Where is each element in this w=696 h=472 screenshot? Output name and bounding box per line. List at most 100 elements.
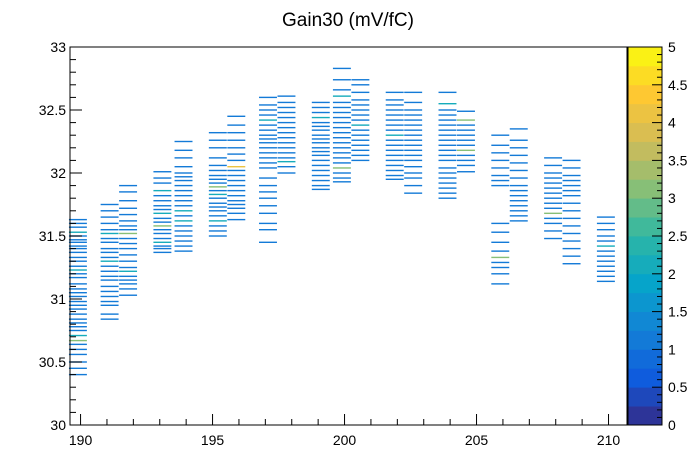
heatmap-cell bbox=[311, 184, 330, 187]
heatmap-cell bbox=[174, 245, 193, 247]
heatmap-cell bbox=[596, 275, 615, 278]
heatmap-cell bbox=[311, 154, 330, 157]
heatmap-cell bbox=[544, 197, 563, 199]
heatmap-cell bbox=[100, 304, 119, 306]
heatmap-cell bbox=[438, 172, 457, 174]
heatmap-cell bbox=[351, 99, 370, 101]
heatmap-cell bbox=[385, 174, 404, 177]
heatmap-cell bbox=[404, 149, 423, 152]
heatmap-cell bbox=[544, 222, 563, 225]
heatmap-column bbox=[596, 216, 615, 283]
heatmap-cell bbox=[491, 184, 510, 187]
heatmap-cell bbox=[404, 166, 423, 168]
heatmap-cell bbox=[544, 202, 563, 204]
heatmap-cell bbox=[544, 182, 563, 184]
heatmap-cell bbox=[509, 215, 528, 217]
heatmap-cell bbox=[332, 152, 351, 154]
heatmap-cell bbox=[68, 260, 87, 262]
heatmap-cell bbox=[544, 237, 563, 240]
heatmap-cell bbox=[259, 197, 277, 199]
heatmap-cell bbox=[311, 169, 330, 172]
heatmap-cell bbox=[438, 124, 457, 126]
heatmap-cell bbox=[100, 279, 119, 281]
z-tick-label: 1.5 bbox=[668, 304, 688, 320]
heatmap-cell bbox=[174, 225, 193, 227]
x-tick-label: 205 bbox=[465, 432, 489, 448]
axes: 190 195 200 205 210 30 30.5 31 31.5 32 32.5 33 bbox=[39, 39, 628, 448]
heatmap-cell bbox=[311, 129, 330, 131]
heatmap-cell bbox=[153, 225, 172, 227]
heatmap-cell bbox=[68, 222, 87, 225]
palette-band bbox=[628, 179, 662, 199]
heatmap-cell bbox=[119, 237, 138, 240]
heatmap-cell bbox=[68, 308, 87, 310]
heatmap-cell bbox=[208, 189, 227, 192]
palette-band bbox=[628, 254, 662, 275]
heatmap-cell bbox=[544, 217, 563, 220]
heatmap-cell bbox=[311, 142, 330, 144]
heatmap-cell bbox=[404, 192, 423, 194]
heatmap-cell bbox=[100, 251, 119, 254]
heatmap-cell bbox=[208, 174, 227, 177]
heatmap-cell bbox=[259, 152, 277, 154]
z-tick-label: 5 bbox=[668, 39, 676, 55]
heatmap-cell bbox=[332, 157, 351, 159]
heatmap-cell bbox=[208, 225, 227, 227]
heatmap-cell bbox=[119, 232, 138, 235]
heatmap-cell bbox=[277, 116, 296, 119]
heatmap-cell bbox=[119, 283, 138, 285]
heatmap-cell bbox=[68, 343, 87, 346]
heatmap-cell bbox=[438, 167, 457, 169]
heatmap-cell bbox=[119, 279, 138, 281]
palette-band bbox=[628, 65, 662, 86]
heatmap-cell bbox=[509, 162, 528, 164]
heatmap-cell bbox=[311, 188, 330, 191]
heatmap-cell bbox=[68, 247, 87, 250]
heatmap-cell bbox=[119, 213, 138, 216]
heatmap-cell bbox=[404, 101, 423, 104]
heatmap-cell bbox=[311, 179, 330, 182]
heatmap-cell bbox=[227, 131, 246, 134]
heatmap-cell bbox=[596, 240, 615, 242]
heatmap-cell bbox=[332, 106, 351, 109]
heatmap-cell bbox=[438, 177, 457, 179]
heatmap-cell bbox=[227, 194, 246, 197]
heatmap-cell bbox=[562, 202, 581, 204]
heatmap-cell bbox=[351, 139, 370, 141]
heatmap-cell bbox=[562, 194, 581, 197]
heatmap-cell bbox=[68, 245, 87, 247]
heatmap-cell bbox=[68, 273, 87, 275]
heatmap-cell bbox=[68, 251, 87, 254]
heatmap-cell bbox=[153, 245, 172, 247]
heatmap-cell bbox=[562, 167, 581, 169]
heatmap-cell bbox=[174, 149, 193, 152]
heatmap-cell bbox=[100, 216, 119, 218]
heatmap-cell bbox=[68, 334, 87, 337]
palette-band bbox=[628, 217, 662, 237]
heatmap-cell bbox=[100, 313, 119, 315]
heatmap-cell bbox=[544, 164, 563, 167]
heatmap-cell bbox=[174, 215, 193, 217]
heatmap-cell bbox=[544, 192, 563, 194]
heatmap-cell bbox=[68, 300, 87, 303]
heatmap-cell bbox=[174, 210, 193, 212]
heatmap-cell bbox=[100, 256, 119, 259]
heatmap-cell bbox=[562, 174, 581, 177]
y-tick-label: 30 bbox=[50, 417, 66, 433]
heatmap-cell bbox=[259, 142, 277, 144]
heatmap-cell bbox=[174, 140, 193, 143]
heatmap-cell bbox=[351, 154, 370, 157]
heatmap-column bbox=[457, 110, 475, 173]
heatmap-cell bbox=[491, 179, 510, 182]
heatmap-cell bbox=[259, 129, 277, 131]
palette-band bbox=[628, 122, 662, 142]
heatmap-cell bbox=[68, 218, 87, 221]
heatmap-cell bbox=[259, 109, 277, 111]
heatmap-column bbox=[562, 159, 581, 265]
heatmap-cell bbox=[68, 313, 87, 315]
y-tick-label: 30.5 bbox=[39, 354, 66, 370]
heatmap-cell bbox=[351, 129, 370, 131]
heatmap-cell bbox=[174, 230, 193, 232]
heatmap-cell bbox=[227, 212, 246, 215]
heatmap-cell bbox=[174, 176, 193, 178]
